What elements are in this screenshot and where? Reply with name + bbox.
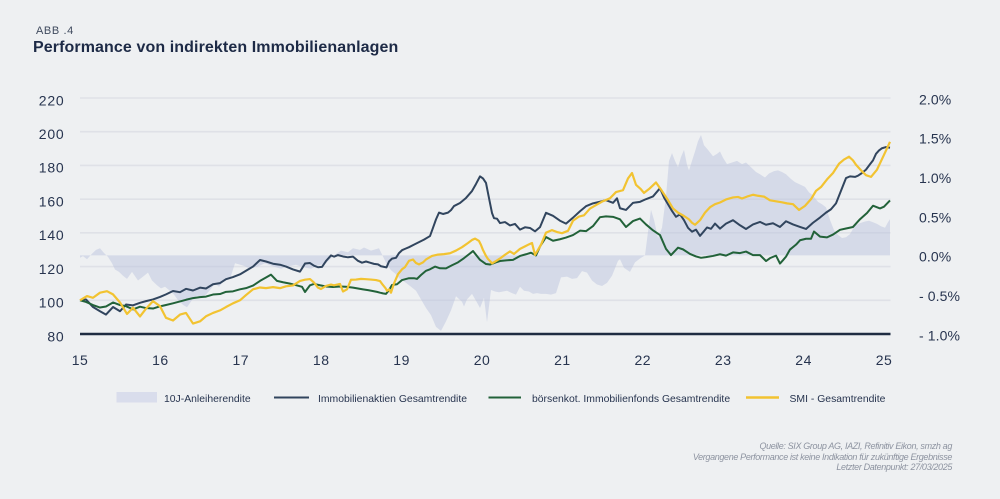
svg-text:0.0%: 0.0% [919, 249, 951, 265]
svg-text:20: 20 [474, 352, 491, 368]
svg-text:200: 200 [39, 126, 65, 142]
svg-text:1.5%: 1.5% [919, 131, 951, 147]
svg-text:0.5%: 0.5% [919, 209, 951, 225]
svg-text:Immobilienaktien Gesamtrendite: Immobilienaktien Gesamtrendite [318, 394, 467, 405]
svg-text:100: 100 [39, 295, 65, 311]
svg-text:25: 25 [876, 352, 893, 368]
svg-text:80: 80 [47, 328, 64, 344]
svg-text:220: 220 [39, 92, 65, 108]
svg-text:10J-Anleiherendite: 10J-Anleiherendite [164, 394, 251, 405]
svg-text:22: 22 [635, 352, 652, 368]
svg-text:17: 17 [233, 352, 250, 368]
svg-text:börsenkot. Immobilienfonds Ges: börsenkot. Immobilienfonds Gesamtrendite [532, 394, 730, 405]
svg-text:19: 19 [393, 352, 410, 368]
svg-text:140: 140 [39, 227, 65, 243]
svg-text:21: 21 [554, 352, 571, 368]
svg-text:24: 24 [795, 352, 812, 368]
svg-text:1.0%: 1.0% [919, 170, 951, 186]
svg-text:160: 160 [39, 193, 65, 209]
svg-text:120: 120 [39, 261, 65, 277]
svg-text:- 0.5%: - 0.5% [919, 288, 960, 304]
svg-text:180: 180 [39, 160, 65, 176]
svg-text:15: 15 [72, 352, 89, 368]
svg-text:18: 18 [313, 352, 330, 368]
svg-text:16: 16 [152, 352, 169, 368]
svg-text:SMI - Gesamtrendite: SMI - Gesamtrendite [790, 394, 886, 405]
svg-text:- 1.0%: - 1.0% [919, 327, 960, 343]
svg-text:23: 23 [715, 352, 732, 368]
svg-text:2.0%: 2.0% [919, 91, 951, 107]
